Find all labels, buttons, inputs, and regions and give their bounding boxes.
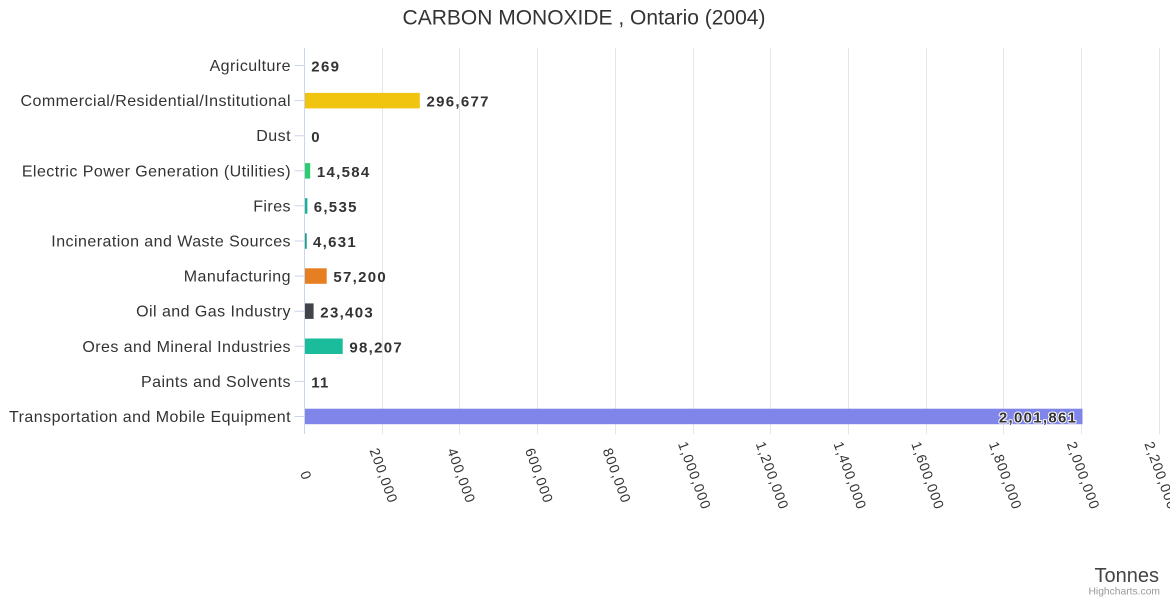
- svg-text:269: 269: [311, 59, 340, 76]
- svg-text:Fires: Fires: [253, 198, 291, 215]
- svg-text:Agriculture: Agriculture: [210, 58, 291, 75]
- svg-text:Transportation and Mobile Equi: Transportation and Mobile Equipment: [9, 409, 291, 426]
- svg-text:0: 0: [311, 129, 321, 146]
- svg-text:98,207: 98,207: [349, 339, 403, 356]
- svg-text:Tonnes: Tonnes: [1095, 565, 1160, 587]
- svg-text:Electric Power Generation (Uti: Electric Power Generation (Utilities): [22, 163, 291, 180]
- svg-text:Manufacturing: Manufacturing: [184, 269, 291, 286]
- svg-text:11: 11: [311, 375, 329, 392]
- svg-text:4,631: 4,631: [313, 234, 357, 251]
- svg-text:2,001,861: 2,001,861: [999, 410, 1077, 427]
- svg-text:Highcharts.com: Highcharts.com: [1088, 587, 1160, 598]
- svg-text:Oil and Gas Industry: Oil and Gas Industry: [136, 304, 291, 321]
- svg-text:CARBON MONOXIDE , Ontario (200: CARBON MONOXIDE , Ontario (2004): [403, 6, 766, 29]
- svg-text:Commercial/Residential/Institu: Commercial/Residential/Institutional: [20, 93, 291, 110]
- svg-text:296,677: 296,677: [427, 94, 490, 111]
- svg-text:Ores and Mineral Industries: Ores and Mineral Industries: [82, 339, 291, 356]
- svg-text:6,535: 6,535: [314, 199, 358, 216]
- svg-text:Paints and Solvents: Paints and Solvents: [141, 374, 291, 391]
- svg-text:14,584: 14,584: [317, 164, 371, 181]
- svg-text:Incineration and Waste Sources: Incineration and Waste Sources: [51, 234, 291, 251]
- svg-text:Dust: Dust: [256, 128, 291, 145]
- svg-text:23,403: 23,403: [320, 304, 374, 321]
- svg-text:57,200: 57,200: [333, 269, 387, 286]
